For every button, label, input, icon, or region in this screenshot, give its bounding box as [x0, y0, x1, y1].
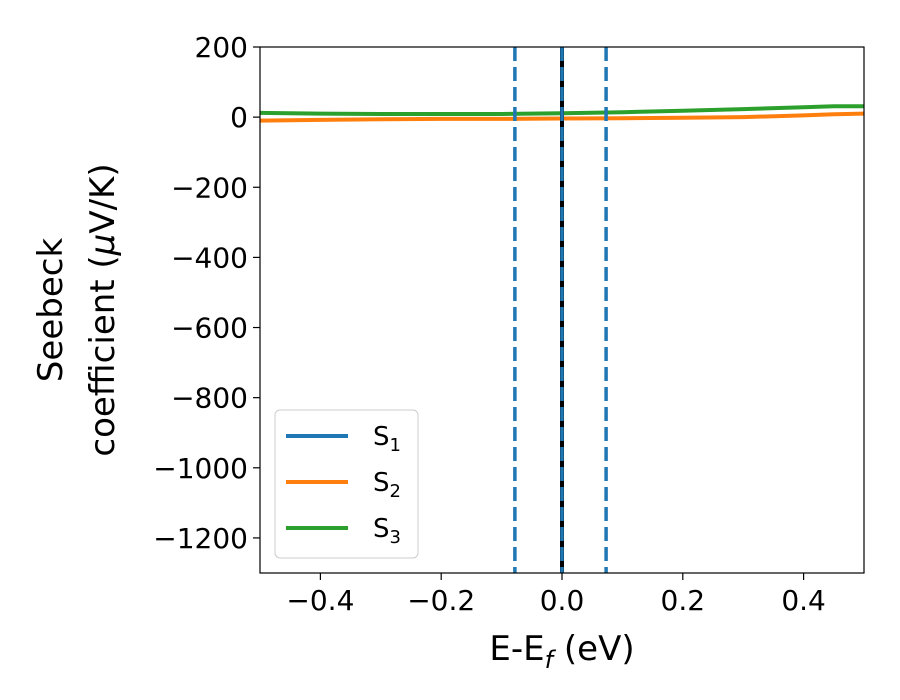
x-axis-title-unit: (eV): [553, 629, 635, 669]
y-tick-label: −600: [171, 312, 248, 345]
y-tick-label: 0: [230, 101, 248, 134]
plot-area: [259, 47, 865, 573]
y-tick-label: −400: [171, 241, 248, 274]
x-tick-label: 0.2: [661, 584, 706, 617]
y-tick-label: −1000: [153, 452, 248, 485]
y-axis-title-unit: V/K): [83, 163, 123, 233]
y-tick-label: −200: [171, 171, 248, 204]
x-tick-label: −0.2: [407, 584, 475, 617]
legend: S1 S2 S3: [274, 409, 419, 559]
y-axis-title-line2: coefficient (μV/K): [83, 163, 123, 456]
y-axis-title-mu: μ: [83, 234, 123, 257]
x-axis-title: E-Ef (eV): [489, 629, 634, 674]
series-line-s3: [259, 104, 864, 116]
x-axis-title-main: E-E: [489, 629, 544, 669]
y-axis-title-coef: coefficient (: [83, 255, 123, 456]
ticks: −0.4 −0.2 0.0 0.2 0.4 200 0 −200 −400 −600 −800 −10…: [153, 31, 826, 617]
legend-label-s3: S3: [373, 514, 401, 548]
legend-label-s1: S1: [373, 422, 401, 456]
y-axis-title: Seebeck coefficient (μV/K): [31, 163, 123, 456]
y-tick-label: −800: [171, 382, 248, 415]
y-axis-title-line1: Seebeck: [31, 238, 71, 383]
y-tick-label: 200: [195, 31, 248, 64]
series-line-s2: [259, 111, 865, 123]
y-tick-label: −1200: [153, 522, 248, 555]
legend-label-s2: S2: [373, 468, 401, 502]
x-tick-label: 0.0: [540, 584, 585, 617]
x-tick-label: −0.4: [286, 584, 354, 617]
x-tick-label: 0.4: [781, 584, 826, 617]
